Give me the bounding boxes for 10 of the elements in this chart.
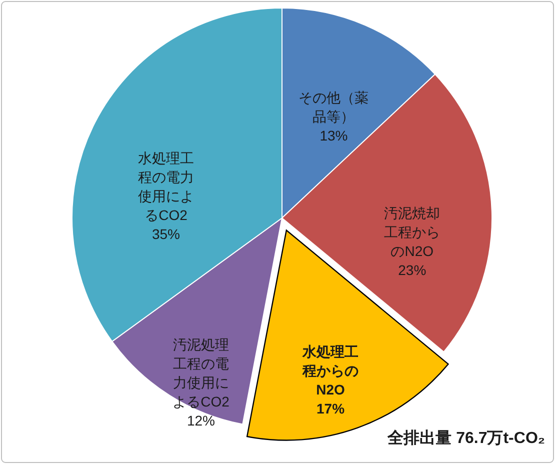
data-label: 35% — [152, 226, 180, 242]
slice-label: 水処理工程の電力使用によるCO2 — [138, 150, 194, 223]
slice-label: その他（薬品等） — [298, 90, 369, 125]
slice-label: 汚泥焼却工程からのN2O — [384, 204, 440, 259]
text: 全排出量 76.7万t-CO₂ — [386, 429, 545, 447]
data-label: 23% — [398, 262, 426, 278]
data-label: 13% — [320, 128, 348, 144]
data-label: 12% — [186, 412, 215, 429]
data-label: 17% — [316, 400, 346, 417]
slice-label: 水処理工程からのN2O — [302, 344, 359, 398]
